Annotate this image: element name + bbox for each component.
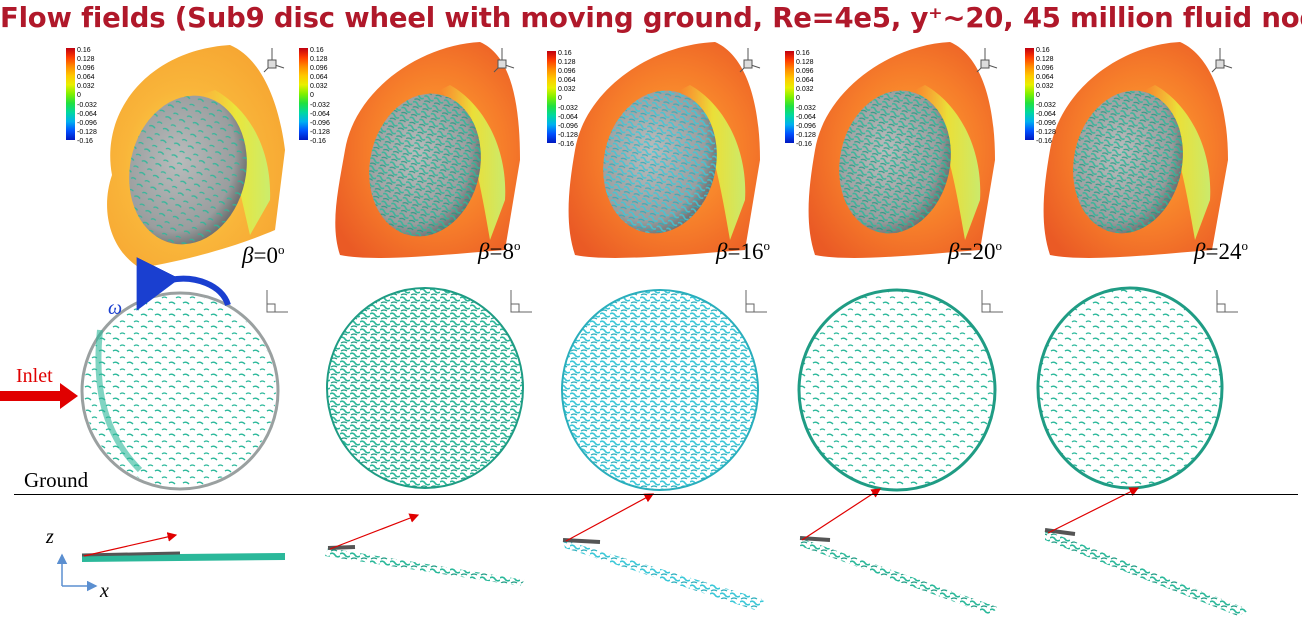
colorbar-legend-1: 0.16 0.128 0.096 0.064 0.032 0 -0.032 -0.064 -0.… [66, 46, 114, 146]
colorbar-tick: 0.16 [796, 50, 810, 57]
top-view-beta-8 [325, 513, 525, 586]
colorbar-ticks-5: 0.16 0.128 0.096 0.064 0.032 0 -0.032 -0.064 -0.… [1036, 46, 1072, 146]
colorbar-tick: -0.128 [796, 131, 816, 139]
colorbar-tick: -0.096 [1036, 119, 1056, 127]
colorbar-tick: 0.064 [558, 77, 576, 85]
colorbar-tick: -0.032 [310, 101, 330, 109]
colorbar-tick: -0.064 [1036, 110, 1056, 118]
contour-panel-beta-16 [568, 42, 760, 258]
colorbar-tick: -0.032 [796, 104, 816, 112]
colorbar-tick: 0.032 [310, 83, 328, 91]
top-view-beta-16 [562, 493, 765, 610]
colorbar-tick: 0 [77, 92, 81, 100]
rotation-arrow [136, 257, 231, 311]
contour-panel-beta-8 [335, 42, 520, 258]
beta-label-0: β=0o [242, 242, 285, 268]
beta-label-8: β=8o [478, 238, 521, 264]
omega-label: ω [108, 297, 123, 319]
colorbar-tick: -0.032 [77, 101, 97, 109]
colorbar-tick: -0.064 [558, 113, 578, 121]
colorbar-tick: -0.096 [77, 119, 97, 127]
colorbar-tick: -0.128 [310, 128, 330, 136]
colorbar-tick: 0.16 [310, 47, 324, 54]
top-view-beta-24 [1044, 487, 1250, 616]
colorbar-tick: 0.16 [558, 50, 572, 57]
ground-line [14, 494, 1298, 495]
colorbar-tick: 0.032 [1036, 83, 1054, 91]
figure-title: Flow fields (Sub9 disc wheel with moving… [0, 2, 1302, 34]
colorbar-tick: -0.128 [77, 128, 97, 136]
contour-panel-beta-24 [1043, 42, 1228, 258]
axis-triad-row2 [266, 290, 1238, 313]
colorbar-legend-4: 0.16 0.128 0.096 0.064 0.032 0 -0.032 -0.064 -0.… [785, 49, 833, 149]
colorbar-tick: -0.064 [310, 110, 330, 118]
colorbar-tick: 0.128 [796, 59, 814, 67]
colorbar-tick: -0.128 [1036, 128, 1056, 136]
ground-label: Ground [24, 468, 89, 492]
axis-triad-row1 [263, 48, 1233, 73]
colorbar-legend-3: 0.16 0.128 0.096 0.064 0.032 0 -0.032 -0.064 -0.… [547, 49, 595, 149]
colorbar-tick: 0.032 [558, 86, 576, 94]
colorbar-tick: 0 [310, 92, 314, 100]
colorbar-tick: 0.16 [77, 47, 91, 54]
side-view-beta-16 [561, 289, 759, 491]
colorbar-tick: 0.128 [558, 59, 576, 67]
side-view-beta-24 [1036, 286, 1224, 490]
colorbar-tick: 0.096 [77, 65, 95, 73]
xz-axes [56, 553, 98, 592]
colorbar-tick: 0.032 [77, 83, 95, 91]
colorbar-tick: -0.096 [558, 122, 578, 130]
colorbar-tick: -0.16 [796, 140, 812, 148]
colorbar-tick: -0.16 [310, 137, 326, 145]
colorbar-tick: -0.096 [310, 119, 330, 127]
contour-panel-beta-20 [808, 42, 995, 258]
colorbar-ticks-1: 0.16 0.128 0.096 0.064 0.032 0 -0.032 -0.064 -0.… [77, 46, 113, 146]
side-view-beta-8 [326, 287, 524, 489]
colorbar-tick: 0.128 [310, 56, 328, 64]
side-view-beta-20 [797, 288, 997, 492]
colorbar-tick: 0.064 [77, 74, 95, 82]
colorbar-legend-2: 0.16 0.128 0.096 0.064 0.032 0 -0.032 -0.064 -0.… [299, 46, 347, 146]
colorbar-ticks-4: 0.16 0.128 0.096 0.064 0.032 0 -0.032 -0.064 -0.… [796, 49, 832, 149]
colorbar-tick: 0 [1036, 92, 1040, 100]
colorbar-tick: -0.16 [77, 137, 93, 145]
beta-label-20: β=20o [948, 238, 1002, 264]
colorbar-tick: -0.064 [77, 110, 97, 118]
colorbar-tick: 0.128 [77, 56, 95, 64]
top-view-beta-0 [81, 532, 285, 562]
colorbar-legend-5: 0.16 0.128 0.096 0.064 0.032 0 -0.032 -0.064 -0.… [1025, 46, 1073, 146]
inlet-arrow [0, 383, 78, 409]
colorbar-tick: 0.096 [1036, 65, 1054, 73]
colorbar-tick: -0.096 [796, 122, 816, 130]
contour-panel-beta-0 [107, 45, 285, 268]
colorbar-tick: 0.096 [310, 65, 328, 73]
colorbar-tick: 0.096 [796, 68, 814, 76]
colorbar-tick: 0 [558, 95, 562, 103]
side-view-beta-0 [80, 291, 280, 491]
colorbar-ticks-2: 0.16 0.128 0.096 0.064 0.032 0 -0.032 -0.064 -0.… [310, 46, 346, 146]
colorbar-tick: 0.064 [1036, 74, 1054, 82]
axis-x-label: x [100, 580, 109, 602]
colorbar-tick: 0.064 [310, 74, 328, 82]
beta-label-24: β=24o [1194, 238, 1248, 264]
colorbar-tick: -0.032 [1036, 101, 1056, 109]
colorbar-tick: -0.16 [558, 140, 574, 148]
colorbar-ticks-3: 0.16 0.128 0.096 0.064 0.032 0 -0.032 -0.064 -0.… [558, 49, 594, 149]
colorbar-tick: -0.032 [558, 104, 578, 112]
colorbar-tick: -0.128 [558, 131, 578, 139]
colorbar-tick: -0.064 [796, 113, 816, 121]
colorbar-tick: -0.16 [1036, 137, 1052, 145]
top-view-beta-20 [799, 488, 1000, 614]
colorbar-tick: 0.096 [558, 68, 576, 76]
colorbar-tick: 0.032 [796, 86, 814, 94]
colorbar-tick: 0 [796, 95, 800, 103]
axis-z-label: z [46, 526, 54, 548]
colorbar-tick: 0.16 [1036, 47, 1050, 54]
inlet-label: Inlet [16, 365, 53, 387]
beta-label-16: β=16o [716, 238, 770, 264]
colorbar-tick: 0.128 [1036, 56, 1054, 64]
colorbar-tick: 0.064 [796, 77, 814, 85]
